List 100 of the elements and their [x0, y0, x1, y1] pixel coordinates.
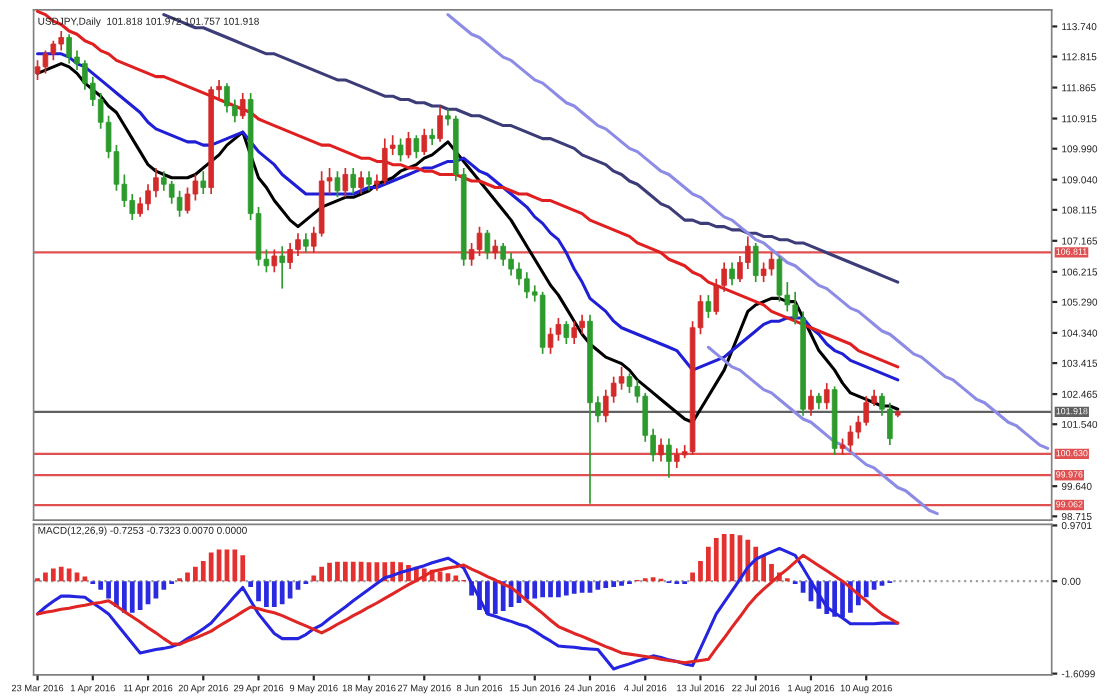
candlestick [358, 170, 364, 195]
candlestick [555, 317, 562, 342]
candlestick [413, 134, 420, 159]
candlestick [618, 366, 625, 391]
candlestick [674, 447, 680, 469]
bar [327, 562, 332, 582]
bar [342, 561, 348, 582]
bar [840, 581, 845, 618]
candlestick [571, 320, 577, 345]
bar [532, 581, 538, 599]
candlestick [776, 255, 783, 303]
candlestick [760, 261, 767, 283]
bar [121, 581, 127, 613]
candlestick [666, 437, 672, 479]
candlestick [768, 251, 775, 277]
candlestick [476, 225, 483, 257]
candlestick [58, 30, 65, 52]
candlestick [200, 170, 207, 195]
bar [106, 581, 111, 599]
candlestick [161, 170, 167, 192]
candlestick [658, 437, 664, 463]
candlestick [516, 261, 522, 287]
bar [824, 581, 830, 614]
candlestick [382, 137, 388, 186]
candlestick [397, 137, 404, 163]
candlestick [508, 251, 514, 277]
line-series [36, 9, 900, 369]
candlestick [602, 388, 609, 424]
bar [611, 581, 617, 587]
bar [58, 566, 64, 582]
bar [713, 538, 719, 582]
candlestick [524, 271, 530, 300]
candlestick [168, 180, 175, 205]
candlestick [279, 245, 285, 290]
candlestick [34, 59, 41, 81]
bar [721, 534, 727, 582]
candlestick [303, 232, 309, 254]
candlestick [579, 313, 585, 336]
candlestick [823, 382, 830, 411]
candlestick [500, 242, 506, 267]
candlestick [752, 242, 759, 283]
candlestick [176, 189, 183, 218]
candlestick [153, 167, 159, 199]
bar [311, 575, 317, 582]
candlestick [492, 238, 499, 261]
candlestick [563, 320, 570, 345]
bar [240, 555, 246, 582]
bar [50, 568, 56, 582]
bar [769, 563, 774, 582]
candlestick [547, 326, 554, 355]
line-series [446, 13, 1050, 450]
bar [185, 572, 190, 582]
candlestick [271, 248, 278, 274]
candlestick [847, 424, 854, 453]
candlestick [366, 170, 372, 192]
line-series [706, 345, 939, 516]
bar [548, 581, 553, 598]
candlestick [287, 242, 293, 270]
bar [556, 581, 561, 598]
bar [208, 552, 214, 582]
candlestick [239, 92, 246, 120]
bar [453, 575, 459, 582]
bar [863, 581, 869, 598]
bar [603, 581, 609, 589]
candlestick [334, 170, 341, 199]
candlestick [42, 49, 49, 75]
candlestick [350, 167, 357, 195]
bar [264, 581, 269, 608]
bar [335, 561, 340, 582]
bar [563, 581, 569, 596]
candlestick [224, 82, 230, 114]
bar [350, 561, 356, 582]
bar [193, 566, 198, 582]
bar [524, 581, 530, 600]
bar [129, 581, 135, 613]
bar [571, 581, 577, 594]
candlestick [729, 261, 735, 287]
candlestick [626, 372, 633, 394]
bar [485, 581, 490, 614]
candlestick [66, 33, 72, 65]
bar [492, 581, 498, 614]
candlestick [50, 39, 57, 62]
bar [232, 549, 238, 582]
bar [98, 581, 104, 590]
bar [271, 581, 277, 608]
bar [279, 581, 285, 605]
bar [256, 581, 261, 602]
bar [706, 546, 711, 582]
candlestick [405, 131, 412, 159]
candlestick [887, 401, 893, 446]
bar [137, 581, 143, 610]
bar [832, 581, 838, 617]
bar [43, 572, 48, 582]
candlestick [437, 105, 443, 143]
candlestick [863, 395, 869, 427]
candlestick [484, 229, 491, 261]
candlestick [808, 388, 814, 417]
bar [761, 555, 766, 582]
candlestick [184, 186, 191, 215]
candlestick [342, 167, 349, 199]
